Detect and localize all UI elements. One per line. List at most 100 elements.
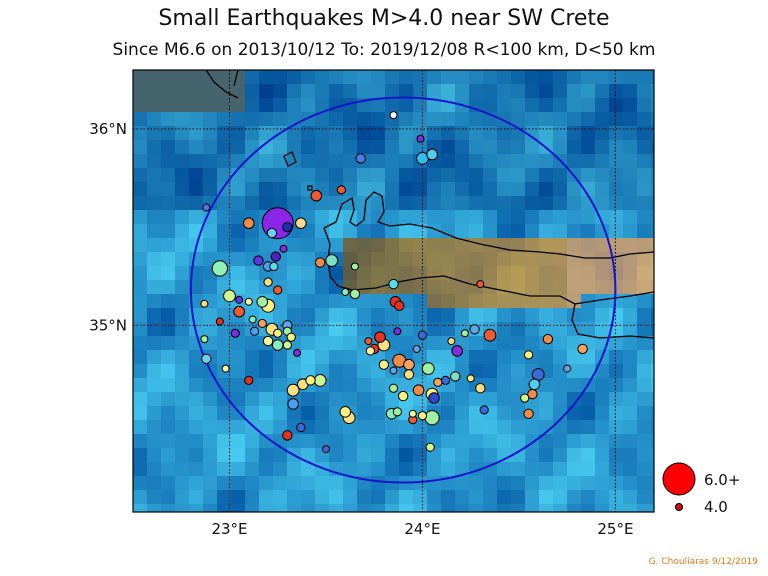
terrain-tile bbox=[245, 140, 260, 155]
terrain-tile bbox=[357, 420, 372, 435]
terrain-tile bbox=[329, 126, 344, 141]
terrain-tile bbox=[483, 140, 498, 155]
earthquake-marker bbox=[295, 217, 307, 230]
terrain-tile bbox=[413, 308, 428, 323]
terrain-tile bbox=[441, 168, 456, 183]
terrain-tile bbox=[329, 168, 344, 183]
terrain-tile bbox=[539, 448, 554, 463]
terrain-tile bbox=[301, 126, 316, 141]
terrain-tile bbox=[231, 182, 246, 197]
terrain-tile bbox=[539, 224, 554, 239]
terrain-tile bbox=[567, 406, 582, 421]
terrain-tile bbox=[539, 210, 554, 225]
terrain-tile bbox=[553, 182, 568, 197]
terrain-tile bbox=[399, 266, 414, 281]
earthquake-marker bbox=[249, 326, 260, 336]
terrain-tile bbox=[441, 112, 456, 127]
earthquake-marker bbox=[271, 339, 284, 351]
terrain-tile bbox=[189, 490, 204, 505]
terrain-tile bbox=[469, 182, 484, 197]
terrain-tile bbox=[637, 126, 652, 141]
terrain-tile bbox=[609, 238, 624, 253]
terrain-tile bbox=[455, 420, 470, 435]
terrain-tile bbox=[413, 434, 428, 449]
terrain-tile bbox=[525, 280, 540, 295]
terrain-tile bbox=[343, 476, 358, 491]
terrain-tile bbox=[651, 112, 654, 127]
terrain-tile bbox=[133, 182, 148, 197]
terrain-tile bbox=[315, 280, 330, 295]
terrain-tile bbox=[623, 294, 638, 309]
earthquake-marker bbox=[389, 366, 398, 375]
terrain-tile bbox=[651, 210, 654, 225]
terrain-tile bbox=[413, 476, 428, 491]
terrain-tile bbox=[637, 98, 652, 113]
terrain-tile bbox=[413, 504, 428, 512]
terrain-tile bbox=[567, 280, 582, 295]
terrain-tile bbox=[245, 420, 260, 435]
terrain-tile bbox=[623, 504, 638, 512]
earthquake-marker bbox=[528, 378, 541, 391]
terrain-tile bbox=[441, 308, 456, 323]
terrain-tile bbox=[651, 406, 654, 421]
terrain-tile bbox=[623, 350, 638, 365]
terrain-tile bbox=[455, 406, 470, 421]
terrain-tile bbox=[245, 266, 260, 281]
terrain-tile bbox=[133, 70, 148, 85]
terrain-tile bbox=[133, 210, 148, 225]
terrain-tile bbox=[371, 70, 386, 85]
terrain-tile bbox=[581, 84, 596, 99]
terrain-tile bbox=[581, 266, 596, 281]
terrain-tile bbox=[511, 98, 526, 113]
terrain-tile bbox=[581, 406, 596, 421]
terrain-tile bbox=[539, 154, 554, 169]
terrain-tile bbox=[469, 434, 484, 449]
antikythera-islet bbox=[307, 185, 313, 191]
terrain-tile bbox=[273, 168, 288, 183]
terrain-tile bbox=[231, 98, 246, 113]
terrain-tile bbox=[385, 308, 400, 323]
terrain-tile bbox=[371, 126, 386, 141]
terrain-tile bbox=[343, 238, 358, 253]
terrain-tile bbox=[287, 490, 302, 505]
terrain-tile bbox=[609, 70, 624, 85]
terrain-tile bbox=[385, 448, 400, 463]
terrain-tile bbox=[511, 364, 526, 379]
terrain-tile bbox=[357, 392, 372, 407]
terrain-tile bbox=[497, 294, 512, 309]
terrain-tile bbox=[287, 196, 302, 211]
terrain-tile bbox=[231, 476, 246, 491]
terrain-tile bbox=[161, 168, 176, 183]
terrain-tile bbox=[455, 224, 470, 239]
earthquake-marker bbox=[563, 364, 572, 373]
terrain-tile bbox=[427, 266, 442, 281]
terrain-tile bbox=[343, 420, 358, 435]
terrain-tile bbox=[595, 126, 610, 141]
terrain-tile bbox=[441, 126, 456, 141]
terrain-tile bbox=[343, 210, 358, 225]
earthquake-marker bbox=[350, 262, 359, 271]
terrain-tile bbox=[623, 336, 638, 351]
terrain-tile bbox=[217, 112, 232, 127]
terrain-tile bbox=[399, 182, 414, 197]
terrain-tile bbox=[329, 238, 344, 253]
terrain-tile bbox=[231, 406, 246, 421]
earthquake-marker bbox=[364, 337, 373, 346]
terrain-tile bbox=[511, 504, 526, 512]
earthquake-marker bbox=[200, 299, 209, 308]
terrain-tile bbox=[329, 490, 344, 505]
earthquake-marker bbox=[483, 328, 497, 342]
terrain-tile bbox=[245, 182, 260, 197]
terrain-tile bbox=[427, 504, 442, 512]
terrain-tile bbox=[413, 112, 428, 127]
terrain-tile bbox=[203, 98, 218, 113]
terrain-tile bbox=[483, 252, 498, 267]
terrain-tile bbox=[371, 266, 386, 281]
terrain-tile bbox=[231, 392, 246, 407]
terrain-tile bbox=[609, 308, 624, 323]
terrain-tile bbox=[623, 322, 638, 337]
terrain-tile bbox=[539, 182, 554, 197]
terrain-tile bbox=[175, 266, 190, 281]
terrain-tile bbox=[175, 448, 190, 463]
